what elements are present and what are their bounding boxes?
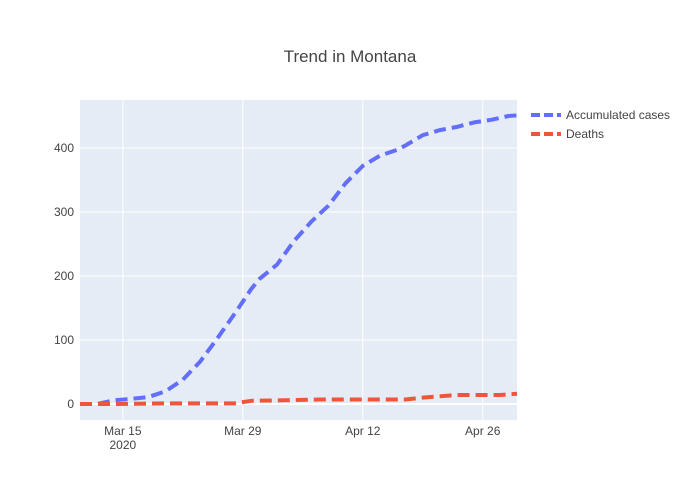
x-tick-label: Apr 26	[465, 424, 501, 438]
x-tick-label: Mar 29	[224, 424, 262, 438]
series-line-accumulated-cases	[80, 113, 518, 406]
y-tick-label: 200	[54, 269, 74, 283]
plot-area	[80, 100, 517, 420]
series-lines	[80, 113, 518, 406]
y-tick-label: 0	[67, 397, 74, 411]
legend-item-accumulated-cases[interactable]: Accumulated cases	[531, 108, 670, 122]
x-tick-year-label: 2020	[109, 438, 136, 452]
legend-label: Accumulated cases	[566, 108, 670, 122]
y-tick-label: 100	[54, 333, 74, 347]
series-line-deaths	[80, 391, 518, 406]
x-tick-label: Apr 12	[345, 424, 381, 438]
legend[interactable]: Accumulated cases Deaths	[531, 108, 670, 141]
legend-label: Deaths	[566, 127, 604, 141]
y-tick-label: 400	[54, 141, 74, 155]
y-tick-label: 300	[54, 205, 74, 219]
chart-title: Trend in Montana	[284, 47, 417, 66]
x-tick-label: Mar 15	[104, 424, 142, 438]
y-axis-ticks: 0 100 200 300 400	[54, 141, 74, 411]
legend-item-deaths[interactable]: Deaths	[531, 127, 604, 141]
